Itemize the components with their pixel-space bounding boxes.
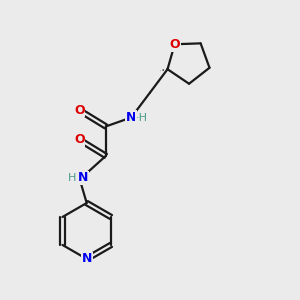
Text: N: N [82,252,92,266]
Text: H: H [68,173,76,183]
Text: O: O [169,38,180,51]
Text: N: N [126,111,136,124]
Text: O: O [74,133,85,146]
Text: ·H: ·H [136,112,148,123]
Text: O: O [74,104,85,117]
Text: N: N [78,172,88,184]
